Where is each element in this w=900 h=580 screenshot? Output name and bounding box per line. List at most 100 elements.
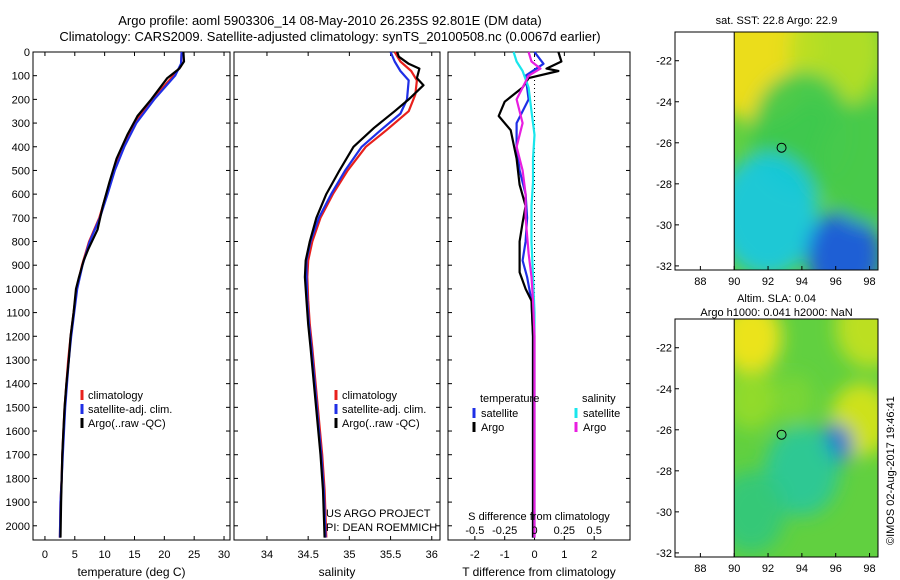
- map-blob: [734, 319, 782, 375]
- x-tick-label: -2: [470, 549, 480, 561]
- y-tick-label: 1500: [6, 402, 30, 414]
- map-panel-2: [674, 318, 879, 558]
- legend-label: satellite: [583, 408, 620, 420]
- map-field: [734, 319, 878, 557]
- map-frame: [674, 318, 879, 558]
- x-tick-label: 0: [42, 549, 48, 561]
- map-x-tick-label: 90: [728, 276, 740, 288]
- legend-label: Argo(..raw -QC): [88, 418, 166, 430]
- s-axis-label: S difference from climatology: [468, 511, 610, 523]
- map-blob: [835, 319, 878, 369]
- map-y-tick-label: -30: [656, 220, 672, 232]
- x-tick-label: 35.5: [380, 549, 401, 561]
- x-tick-label: 34.5: [297, 549, 318, 561]
- map-subtitle: Argo h1000: 0.041 h2000: NaN: [700, 307, 852, 319]
- y-tick-label: 400: [12, 142, 30, 154]
- map-x-tick-label: 88: [694, 276, 706, 288]
- title-line-1: Argo profile: aoml 5903306_14 08-May-201…: [118, 13, 542, 28]
- x-tick-label: 36: [426, 549, 438, 561]
- series-argo-raw-qc-: [59, 51, 186, 538]
- map-title: sat. SST: 22.8 Argo: 22.9: [716, 15, 838, 27]
- profile-panel-3: [447, 51, 631, 541]
- map-title: Altim. SLA: 0.04: [737, 293, 816, 305]
- profile-panel-1: [32, 51, 231, 541]
- s-tick-label: 0: [531, 525, 537, 537]
- map-y-tick-label: -28: [656, 179, 672, 191]
- y-tick-label: 1400: [6, 379, 30, 391]
- map-field: [734, 32, 878, 270]
- map-y-tick-label: -24: [656, 97, 672, 109]
- copyright-stamp: ©IMOS 02-Aug-2017 19:46:41: [885, 396, 897, 545]
- x-tick-label: 5: [72, 549, 78, 561]
- y-tick-label: 100: [12, 71, 30, 83]
- y-tick-label: 2000: [6, 521, 30, 533]
- map-y-tick-label: -32: [656, 548, 672, 560]
- map-blob: [806, 210, 878, 270]
- map-x-tick-label: 94: [796, 563, 808, 575]
- map-blob: [734, 368, 777, 430]
- panel-frame: [447, 51, 631, 541]
- map-y-tick-label: -30: [656, 507, 672, 519]
- y-tick-label: 900: [12, 260, 30, 272]
- map-x-tick-label: 92: [762, 276, 774, 288]
- y-tick-label: 0: [24, 47, 30, 59]
- legend-label: satellite: [481, 408, 518, 420]
- s-tick-label: 0.5: [587, 525, 602, 537]
- map-x-tick-label: 90: [728, 563, 740, 575]
- x-tick-label: 25: [188, 549, 200, 561]
- map-y-tick-label: -32: [656, 261, 672, 273]
- legend-label: Argo(..raw -QC): [342, 418, 420, 430]
- x-tick-label: 10: [99, 549, 111, 561]
- legend-title-temperature: temperature: [480, 393, 539, 405]
- legend-label: satellite-adj. clim.: [342, 404, 426, 416]
- x-tick-label: 20: [158, 549, 170, 561]
- y-tick-label: 1600: [6, 426, 30, 438]
- map-x-tick-label: 92: [762, 563, 774, 575]
- y-tick-label: 200: [12, 94, 30, 106]
- map-blob: [773, 374, 814, 424]
- map-x-tick-label: 98: [863, 563, 875, 575]
- series-argo-raw-qc-: [303, 51, 425, 538]
- y-tick-label: 1800: [6, 473, 30, 485]
- x-tick-label: 1: [561, 549, 567, 561]
- legend-label: Argo: [481, 422, 504, 434]
- title-line-2: Climatology: CARS2009. Satellite-adjuste…: [59, 29, 601, 44]
- map-blobs: [734, 32, 878, 270]
- y-tick-label: 1200: [6, 331, 30, 343]
- argo-position-marker: [776, 142, 787, 153]
- y-tick-label: 500: [12, 165, 30, 177]
- y-tick-label: 600: [12, 189, 30, 201]
- map-y-tick-label: -24: [656, 384, 672, 396]
- s-tick-label: -0.5: [465, 525, 484, 537]
- panel-frame: [233, 51, 441, 541]
- map-y-tick-label: -22: [656, 343, 672, 355]
- x-tick-label: 2: [591, 549, 597, 561]
- map-y-tick-label: -26: [656, 138, 672, 150]
- y-tick-label: 1000: [6, 284, 30, 296]
- x-tick-label: -1: [500, 549, 510, 561]
- map-blob: [734, 153, 819, 270]
- x-tick-label: 35: [343, 549, 355, 561]
- x-tick-label: 0: [531, 549, 537, 561]
- y-tick-label: 1900: [6, 497, 30, 509]
- series-salinity-argo: [515, 51, 542, 538]
- profile-panel-2: [233, 51, 441, 541]
- x-tick-label: 15: [128, 549, 140, 561]
- map-y-tick-label: -28: [656, 466, 672, 478]
- y-tick-label: 1100: [6, 308, 30, 320]
- map-panel-1: [674, 31, 879, 271]
- map-y-tick-label: -26: [656, 425, 672, 437]
- legend-label: climatology: [88, 390, 144, 402]
- map-x-tick-label: 88: [694, 563, 706, 575]
- x-tick-label: 30: [218, 549, 230, 561]
- map-frame: [674, 31, 879, 271]
- y-tick-label: 1700: [6, 450, 30, 462]
- map-x-tick-label: 96: [830, 276, 842, 288]
- x-axis-label: T difference from climatology: [462, 565, 616, 579]
- credit-line-2: PI: DEAN ROEMMICH: [326, 522, 437, 534]
- map-blob: [818, 101, 878, 225]
- map-y-tick-label: -22: [656, 56, 672, 68]
- x-axis-label: salinity: [319, 565, 356, 579]
- map-x-tick-label: 94: [796, 276, 808, 288]
